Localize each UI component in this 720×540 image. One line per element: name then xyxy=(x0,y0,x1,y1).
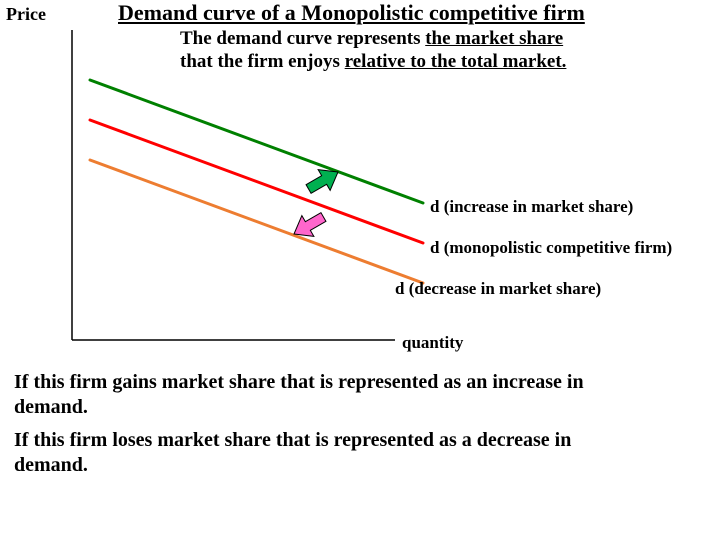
line-label-decrease: d (decrease in market share) xyxy=(395,279,601,299)
line-label-increase: d (increase in market share) xyxy=(430,197,633,217)
demand-chart xyxy=(0,0,720,360)
para-lose: If this firm loses market share that is … xyxy=(14,428,614,478)
explanation-paragraphs: If this firm gains market share that is … xyxy=(14,370,700,478)
x-axis-label: quantity xyxy=(402,333,463,353)
para-gain: If this firm gains market share that is … xyxy=(14,370,614,420)
line-label-mono: d (monopolistic competitive firm) xyxy=(430,238,672,258)
